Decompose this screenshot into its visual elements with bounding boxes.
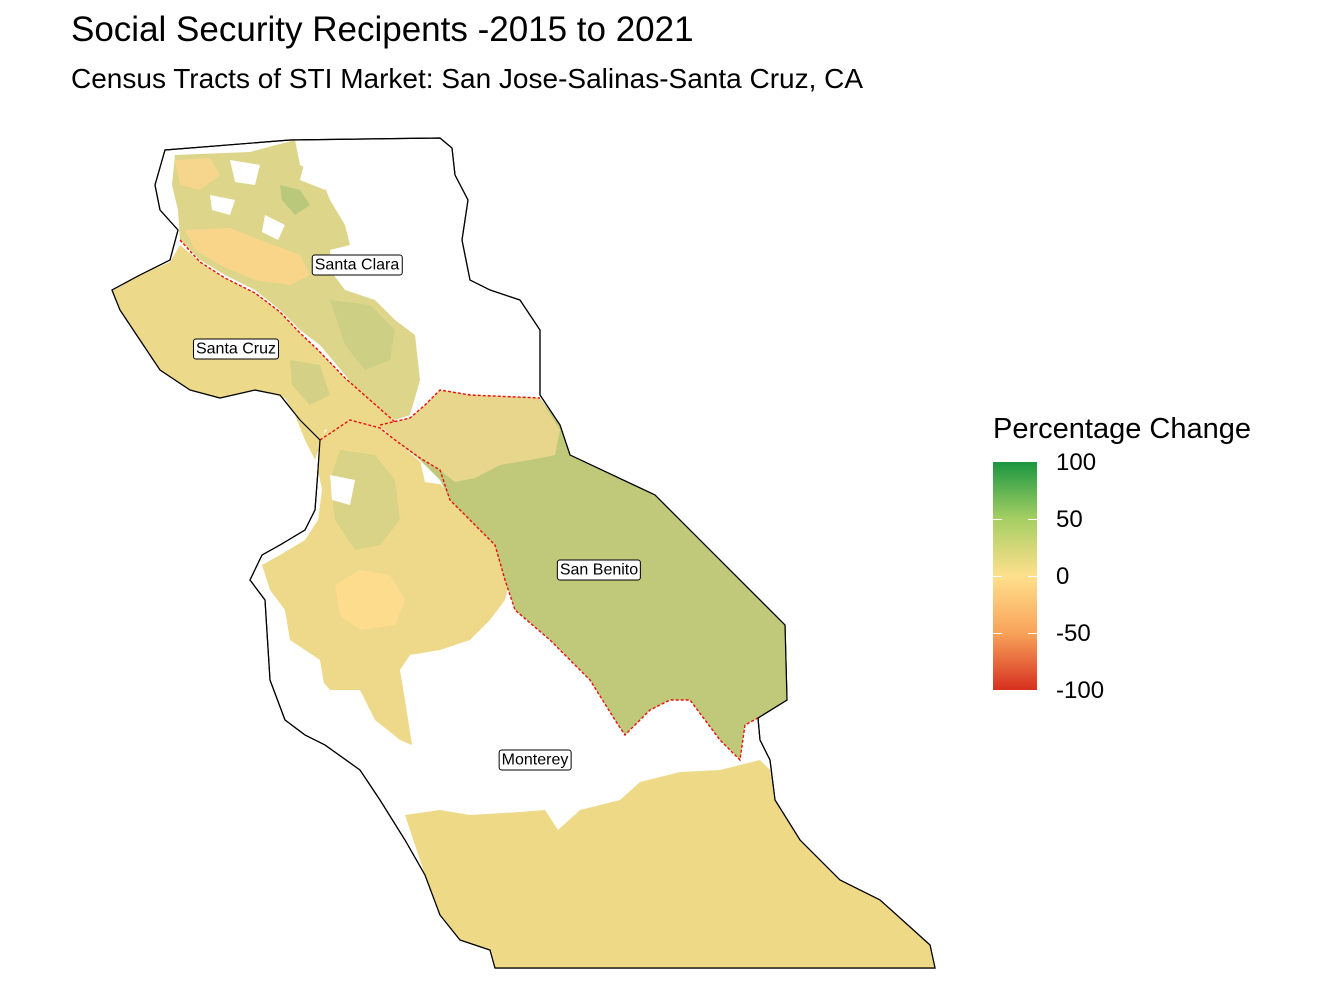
legend-tickmark-neg50-right	[1028, 633, 1037, 634]
monterey-south-tracts	[405, 760, 935, 968]
santa-clara-tracts-green-2	[330, 300, 395, 370]
monterey-holes	[290, 460, 450, 690]
santa-clara-tracts-green	[280, 185, 310, 215]
chart-title: Social Security Recipents -2015 to 2021	[71, 10, 694, 49]
legend-title: Percentage Change	[993, 413, 1251, 445]
county-border-santa-clara-san-benito	[379, 389, 541, 426]
legend-tickmark-50-right	[1028, 519, 1037, 520]
san-benito-north-tracts	[380, 390, 560, 482]
county-label-monterey: Monterey	[498, 749, 572, 771]
legend-tickmark-0	[993, 576, 1002, 577]
legend-tick-0: 0	[1056, 563, 1070, 590]
legend-tickmark-0-right	[1028, 576, 1037, 577]
legend-tickmark-neg50	[993, 633, 1002, 634]
santa-clara-tracts-light	[185, 228, 310, 285]
santa-cruz-tracts-green	[290, 360, 330, 405]
legend-tick-neg100: -100	[1056, 677, 1105, 704]
county-label-san-benito: San Benito	[556, 559, 642, 581]
chart-subtitle: Census Tracts of STI Market: San Jose-Sa…	[71, 63, 864, 94]
county-label-santa-cruz: Santa Cruz	[192, 338, 280, 360]
monterey-tracts-light	[335, 570, 405, 630]
county-border-san-benito	[319, 419, 759, 762]
legend-tick-50: 50	[1056, 506, 1083, 533]
legend-tickmark-50	[993, 519, 1002, 520]
santa-clara-tracts-light-2	[175, 158, 220, 190]
market-outline-stroke	[111, 137, 936, 969]
legend-tick-100: 100	[1056, 449, 1097, 476]
monterey-tracts-green	[330, 450, 400, 550]
legend-tick-neg50: -50	[1056, 620, 1091, 647]
county-label-santa-clara: Santa Clara	[311, 254, 403, 276]
